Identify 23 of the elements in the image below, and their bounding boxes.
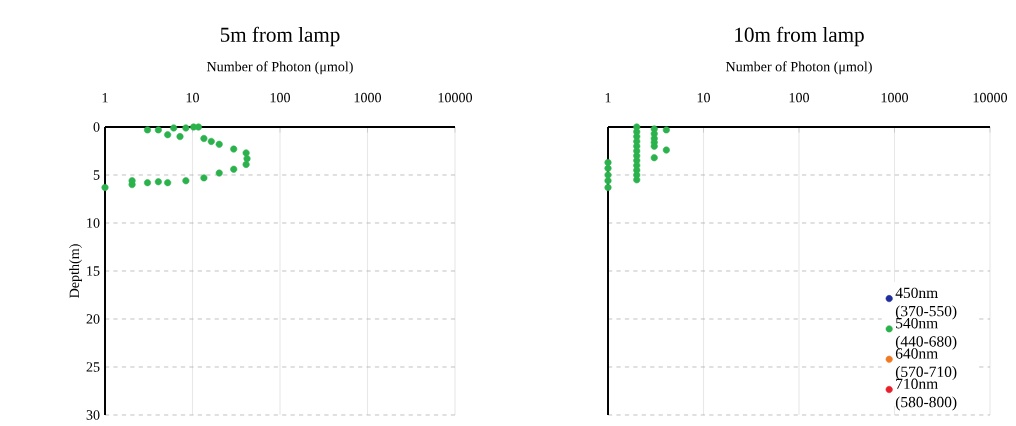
chart-title: 5m from lamp — [220, 26, 340, 47]
y-tick-label: 0 — [93, 122, 100, 132]
y-tick-label: 30 — [86, 410, 100, 420]
x-tick-label: 10000 — [438, 92, 473, 103]
x-tick-label: 1 — [102, 93, 108, 103]
x-tick-label: 10 — [697, 92, 711, 103]
x-axis-title: Number of Photon (μmol) — [206, 61, 353, 75]
y-tick-label: 20 — [86, 314, 100, 324]
x-tick-label: 1000 — [354, 92, 382, 103]
x-axis-title: Number of Photon (μmol) — [725, 61, 872, 75]
y-tick-label: 15 — [87, 266, 100, 276]
x-tick-label: 1000 — [881, 92, 909, 103]
chart-title: 10m from lamp — [735, 26, 864, 47]
x-tick-label: 10000 — [973, 92, 1008, 103]
x-tick-label: 10 — [186, 92, 199, 103]
x-tick-label: 100 — [789, 92, 810, 103]
y-tick-label: 25 — [86, 362, 100, 372]
y-axis-title: Depth(m) — [69, 244, 82, 298]
y-tick-label: 5 — [93, 170, 100, 180]
x-tick-label: 1 — [605, 93, 611, 103]
legend-label: 450nm (370-550) — [895, 287, 957, 320]
y-tick-label: 10 — [87, 218, 100, 228]
x-tick-label: 100 — [270, 92, 291, 103]
